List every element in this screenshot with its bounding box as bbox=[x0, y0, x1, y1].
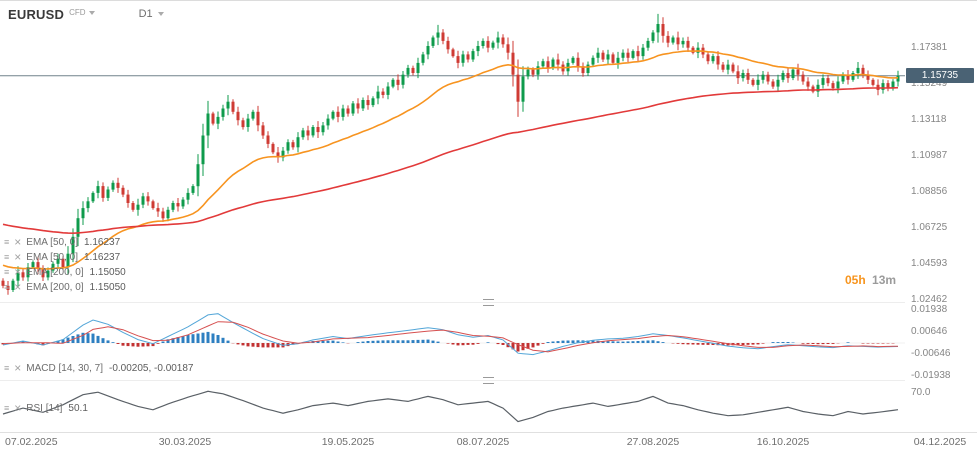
date-label: 07.02.2025 bbox=[5, 436, 58, 448]
countdown-hours: 05h bbox=[845, 273, 866, 287]
price-axis-label: 1.15249 bbox=[911, 78, 948, 89]
macd-axis-label: -0.01938 bbox=[911, 370, 951, 381]
indicator-label: EMA [50, 0] bbox=[26, 251, 78, 263]
indicator-close-icon[interactable]: × bbox=[14, 265, 22, 279]
date-label: 27.08.2025 bbox=[626, 436, 680, 448]
panel-resize-handle[interactable] bbox=[483, 299, 494, 306]
chevron-down-icon bbox=[157, 12, 164, 16]
indicator-value: -0.00205, -0.00187 bbox=[108, 362, 194, 374]
date-label: 19.05.2025 bbox=[321, 436, 375, 448]
countdown-minutes: 13m bbox=[872, 273, 897, 287]
current-price-badge: 1.15735 bbox=[906, 68, 974, 83]
indicator-close-icon[interactable]: × bbox=[14, 235, 22, 249]
macd-axis-label: 0.01938 bbox=[911, 304, 948, 315]
symbol-name: EURUSD bbox=[8, 7, 65, 22]
indicator-settings-icon[interactable]: ≡ bbox=[4, 267, 10, 277]
price-macd-separator bbox=[0, 299, 905, 306]
price-axis-label: 1.02462 bbox=[911, 293, 948, 305]
indicator-label: EMA [200, 0] bbox=[26, 281, 84, 293]
indicator-row-ema-2: ≡ × EMA [50, 0] 1.16237 bbox=[4, 251, 120, 263]
macd-axis-label: -0.00646 bbox=[911, 348, 951, 359]
price-axis-label: 1.06725 bbox=[911, 221, 948, 233]
indicator-close-icon[interactable]: × bbox=[14, 361, 22, 375]
indicator-label: MACD [14, 30, 7] bbox=[26, 362, 103, 374]
timeframe-label: D1 bbox=[138, 8, 153, 20]
candle-countdown: 05h 13m bbox=[845, 273, 896, 287]
indicator-value: 50.1 bbox=[68, 402, 88, 414]
price-axis-label: 1.17381 bbox=[911, 42, 948, 53]
price-axis-label: 1.10987 bbox=[911, 149, 948, 161]
indicator-label: EMA [200, 0] bbox=[26, 266, 84, 278]
indicator-settings-icon[interactable]: ≡ bbox=[4, 237, 10, 247]
time-axis[interactable]: 07.02.2025 30.03.2025 19.05.2025 08.07.2025… bbox=[0, 432, 977, 449]
indicator-close-icon[interactable]: × bbox=[14, 401, 22, 415]
indicator-value: 1.15050 bbox=[89, 281, 126, 293]
indicator-settings-icon[interactable]: ≡ bbox=[4, 403, 10, 413]
macd-rsi-separator bbox=[0, 377, 905, 384]
indicator-close-icon[interactable]: × bbox=[14, 280, 22, 294]
market-type-dropdown[interactable]: CFD bbox=[69, 8, 95, 17]
market-type-label: CFD bbox=[69, 8, 86, 17]
price-axis-label: 1.13118 bbox=[911, 113, 947, 125]
macd-axis-label: 0.00646 bbox=[911, 326, 948, 337]
timeframe-dropdown[interactable]: D1 bbox=[139, 8, 164, 20]
indicator-value: 1.16237 bbox=[83, 251, 121, 263]
indicator-close-icon[interactable]: × bbox=[14, 250, 22, 264]
date-label: 16.10.2025 bbox=[756, 436, 810, 448]
indicator-row-ema-4: ≡ × EMA [200, 0] 1.15050 bbox=[4, 281, 126, 293]
chevron-down-icon bbox=[88, 10, 95, 15]
indicator-value: 1.15050 bbox=[89, 266, 126, 278]
rsi-axis-label: 70.0 bbox=[911, 387, 931, 398]
indicator-label: EMA [50, 0] bbox=[26, 236, 78, 248]
price-axis-label: 1.08856 bbox=[911, 185, 948, 197]
indicator-row-macd: ≡ × MACD [14, 30, 7] -0.00205, -0.00187 bbox=[4, 362, 194, 374]
price-axis[interactable]: 1.17381 1.15249 1.13118 1.10987 1.08856 1.067… bbox=[905, 1, 977, 432]
indicator-settings-icon[interactable]: ≡ bbox=[4, 252, 10, 262]
price-axis-label: 1.04593 bbox=[911, 257, 948, 269]
panel-resize-handle[interactable] bbox=[483, 377, 494, 384]
indicator-row-rsi: ≡ × RSI [14] 50.1 bbox=[4, 402, 88, 414]
date-label: 04.12.2025 bbox=[913, 436, 967, 448]
indicator-settings-icon[interactable]: ≡ bbox=[4, 363, 10, 373]
indicator-label: RSI [14] bbox=[26, 402, 63, 414]
indicator-row-ema-1: ≡ × EMA [50, 0] 1.16237 bbox=[4, 236, 120, 248]
indicator-row-ema-3: ≡ × EMA [200, 0] 1.15050 bbox=[4, 266, 126, 278]
date-label: 30.03.2025 bbox=[158, 436, 212, 448]
indicator-settings-icon[interactable]: ≡ bbox=[4, 282, 10, 292]
indicator-value: 1.16237 bbox=[83, 236, 121, 248]
date-label: 08.07.2025 bbox=[456, 436, 510, 448]
symbol-header: EURUSD CFD D1 bbox=[8, 7, 164, 22]
